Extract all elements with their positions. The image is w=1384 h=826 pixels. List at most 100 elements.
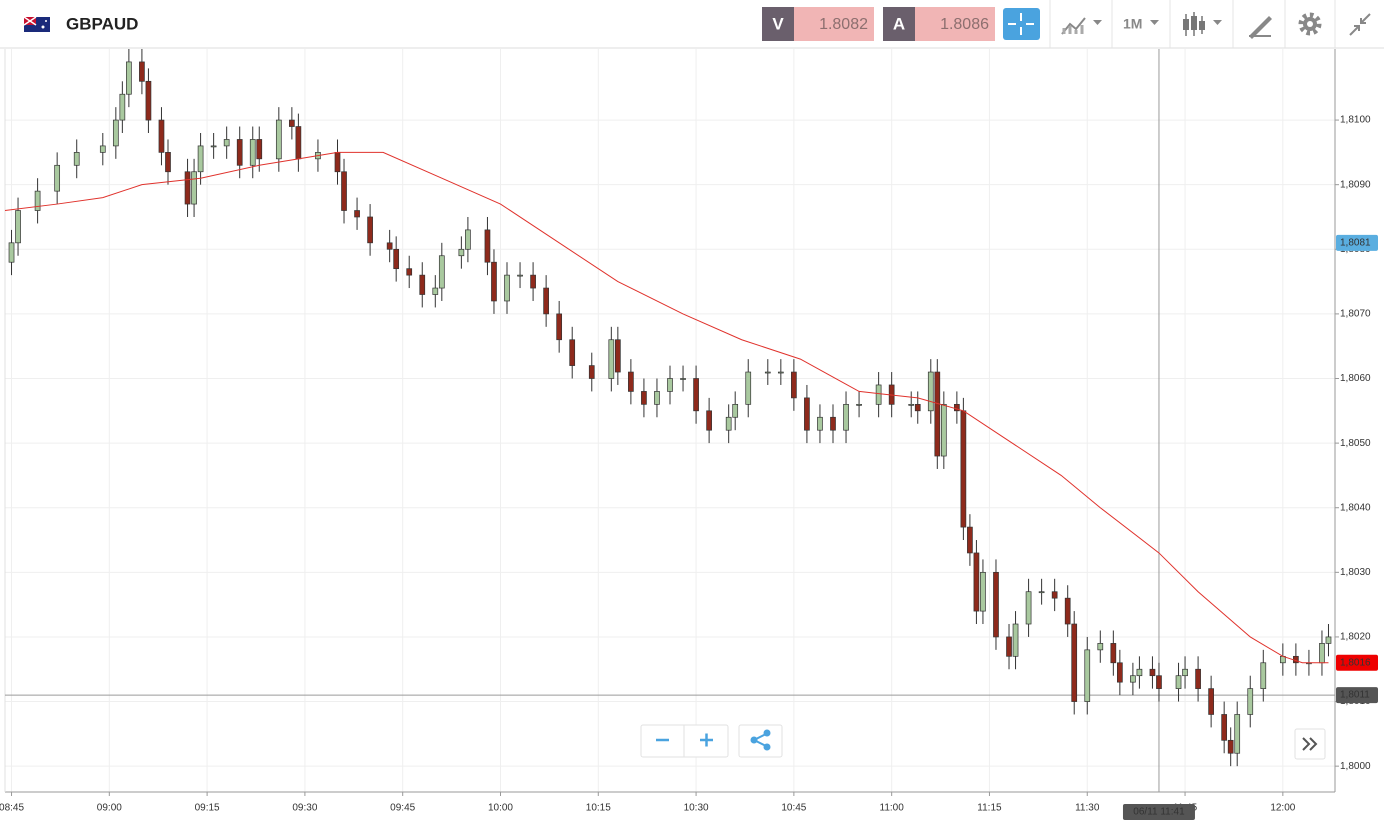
candle-body bbox=[1051, 591, 1058, 599]
buy-label[interactable]: A bbox=[893, 14, 905, 33]
sell-price[interactable]: 1.8082 bbox=[819, 16, 868, 33]
candle-body bbox=[15, 210, 21, 244]
candle-body bbox=[980, 571, 986, 612]
sell-label[interactable]: V bbox=[772, 14, 784, 33]
candle-body bbox=[54, 164, 61, 192]
candle-body bbox=[1149, 668, 1156, 677]
candle-body bbox=[99, 145, 106, 153]
zoom-controls[interactable] bbox=[640, 724, 1326, 760]
draw-button[interactable] bbox=[1249, 16, 1272, 39]
candle-body bbox=[908, 403, 915, 406]
sell-price-bg[interactable] bbox=[794, 7, 874, 41]
y-tick-label: 1,8060 bbox=[1340, 373, 1371, 384]
candle-body bbox=[693, 378, 699, 412]
candle-body bbox=[289, 119, 295, 127]
buy-label-bg[interactable] bbox=[883, 7, 915, 41]
zoom-in[interactable] bbox=[700, 733, 713, 747]
sell-label-bg[interactable] bbox=[762, 7, 794, 41]
buy-price[interactable]: 1.8086 bbox=[940, 16, 989, 33]
candle-body bbox=[517, 274, 523, 277]
candle-body bbox=[197, 145, 204, 173]
candle-body bbox=[1084, 649, 1091, 702]
x-tick-label: 10:45 bbox=[781, 803, 806, 814]
x-tick-label: 10:30 bbox=[684, 803, 709, 814]
candle-body bbox=[934, 371, 941, 457]
candle-body bbox=[354, 210, 360, 218]
timeframe-button[interactable]: 1M bbox=[1123, 16, 1159, 32]
candle-body bbox=[256, 139, 263, 160]
candle-body bbox=[465, 229, 471, 250]
candle-body bbox=[1097, 643, 1104, 651]
y-tick-label: 1,8000 bbox=[1340, 761, 1371, 772]
sell-button[interactable]: V 1.8082 bbox=[762, 7, 874, 41]
candle-body bbox=[191, 171, 197, 205]
price-badge bbox=[1336, 234, 1378, 251]
candle-body bbox=[641, 391, 647, 405]
y-tick-label: 1,8100 bbox=[1340, 115, 1371, 126]
candle-body bbox=[614, 339, 621, 373]
candle-body bbox=[1136, 668, 1143, 677]
candle-body bbox=[628, 371, 634, 392]
candle-body bbox=[504, 274, 510, 302]
settings-button[interactable] bbox=[1298, 12, 1322, 36]
candle-body bbox=[927, 371, 934, 412]
collapse-button[interactable] bbox=[1349, 13, 1371, 36]
candle-body bbox=[993, 571, 999, 638]
timeframe[interactable]: 1M bbox=[1123, 16, 1142, 32]
y-tick-label: 1,8040 bbox=[1340, 502, 1371, 513]
candle-body bbox=[1227, 739, 1234, 754]
x-tick-label: 09:15 bbox=[195, 803, 220, 814]
y-tick-label: 1,8030 bbox=[1340, 567, 1371, 578]
share-button[interactable] bbox=[738, 724, 783, 758]
candle-body bbox=[210, 145, 217, 148]
candle-body bbox=[126, 61, 132, 95]
y-tick-label: 1,8090 bbox=[1340, 179, 1371, 190]
x-tick-label: 10:00 bbox=[488, 803, 513, 814]
indicators-button[interactable] bbox=[1061, 17, 1102, 35]
candle-body bbox=[914, 403, 921, 412]
candle-body bbox=[367, 216, 373, 244]
candle-body bbox=[856, 403, 862, 406]
candle-body bbox=[341, 171, 347, 211]
share-icon[interactable] bbox=[750, 729, 771, 751]
candle-body bbox=[608, 339, 615, 379]
candle-body bbox=[1064, 597, 1071, 625]
candle-body bbox=[249, 139, 256, 166]
candle-body bbox=[940, 403, 947, 457]
toolbar: GBPAUD V 1.8082 A 1.8086 1M bbox=[0, 0, 1384, 49]
x-tick-label: 09:30 bbox=[292, 803, 317, 814]
scroll-right-icon[interactable] bbox=[1302, 737, 1318, 751]
candle-body bbox=[530, 274, 536, 289]
candle-body bbox=[1260, 662, 1267, 689]
x-tick-label: 11:30 bbox=[1075, 803, 1100, 814]
x-tick-label: 10:15 bbox=[586, 803, 611, 814]
candle-body bbox=[73, 152, 80, 166]
y-tick-label: 1,8070 bbox=[1340, 309, 1371, 320]
candle-body bbox=[1130, 675, 1136, 683]
candle-body bbox=[1221, 714, 1228, 741]
moving-average bbox=[4, 151, 1329, 664]
buy-button[interactable]: A 1.8086 bbox=[883, 7, 995, 41]
candle-body bbox=[458, 248, 465, 257]
buy-price-bg[interactable] bbox=[915, 7, 995, 41]
candle-body bbox=[967, 526, 973, 554]
candle-body bbox=[334, 152, 341, 173]
candle-body bbox=[119, 93, 126, 121]
candle-body bbox=[491, 261, 497, 302]
chart-type-button[interactable] bbox=[1183, 12, 1222, 36]
crosshair-button[interactable] bbox=[1003, 8, 1040, 40]
candle-body bbox=[791, 371, 797, 399]
price-badge bbox=[1336, 654, 1378, 671]
candle-body bbox=[393, 248, 400, 270]
x-tick-label: 11:15 bbox=[977, 803, 1002, 814]
plot-area: 1,80001,80101,80201,80301,80401,80501,80… bbox=[0, 49, 1378, 820]
candle-body bbox=[960, 410, 967, 528]
candle-body bbox=[817, 416, 823, 431]
candle-body bbox=[236, 139, 243, 166]
candle-body bbox=[745, 371, 752, 405]
candle-body bbox=[764, 371, 771, 374]
crosshair-y-label: 1,8011 bbox=[1340, 690, 1370, 701]
candle-body bbox=[275, 119, 282, 160]
